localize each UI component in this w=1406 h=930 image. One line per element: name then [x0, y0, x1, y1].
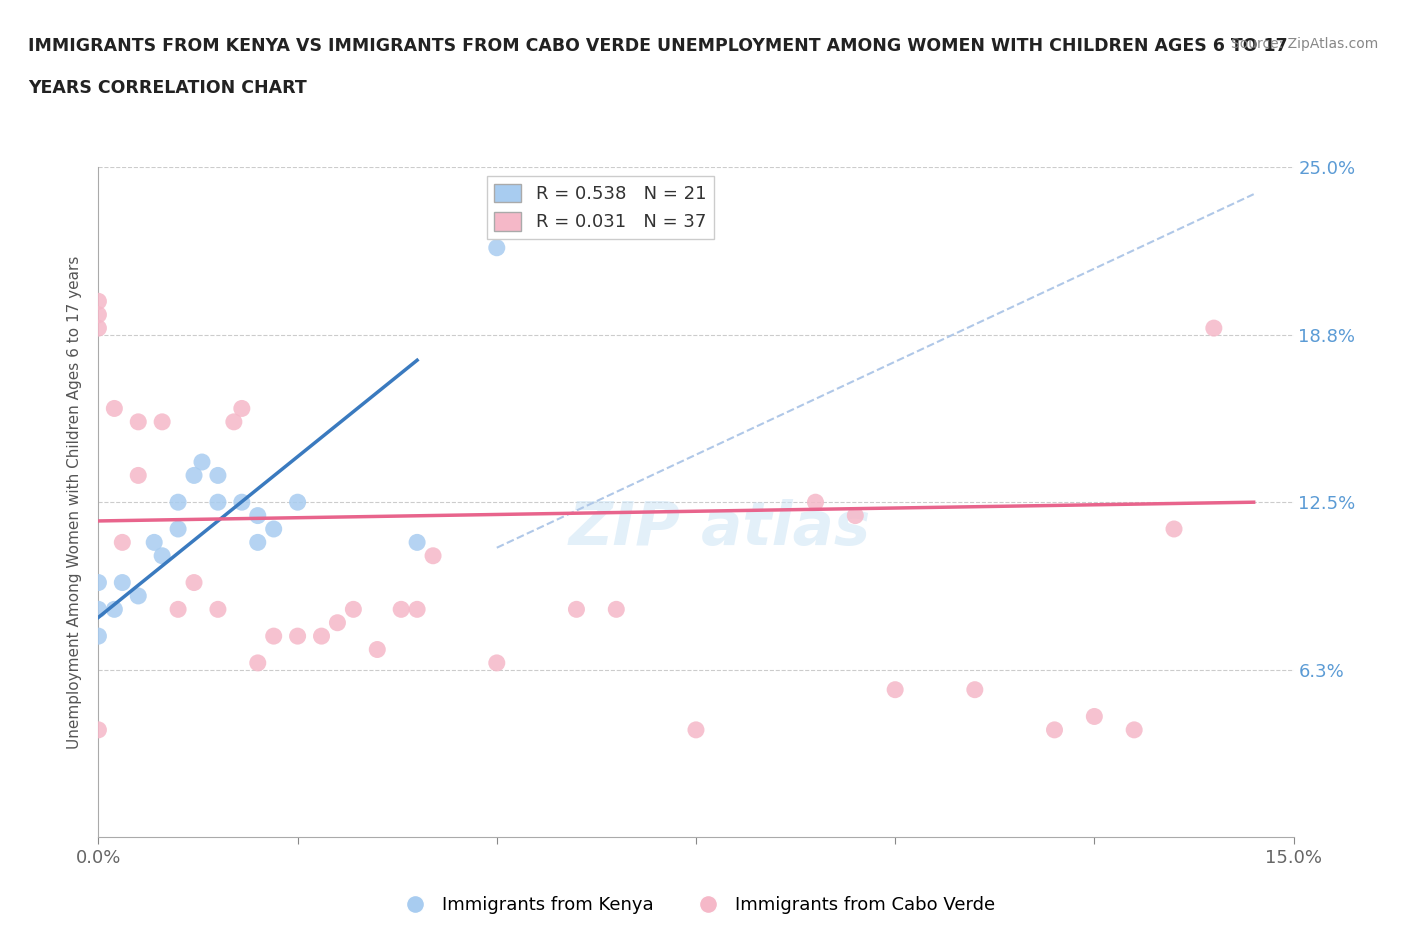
Point — [1202, 321, 1225, 336]
Point — [87, 723, 110, 737]
Point — [87, 629, 110, 644]
Point — [844, 508, 866, 523]
Point — [287, 495, 309, 510]
Point — [150, 415, 173, 430]
Point — [804, 495, 827, 510]
Point — [246, 656, 269, 671]
Point — [287, 629, 309, 644]
Point — [87, 321, 110, 336]
Point — [143, 535, 166, 550]
Point — [1123, 723, 1146, 737]
Point — [246, 508, 269, 523]
Point — [150, 549, 173, 564]
Y-axis label: Unemployment Among Women with Children Ages 6 to 17 years: Unemployment Among Women with Children A… — [67, 256, 83, 749]
Point — [167, 602, 190, 617]
Point — [167, 495, 190, 510]
Point — [366, 642, 388, 657]
Point — [342, 602, 364, 617]
Point — [87, 602, 110, 617]
Point — [231, 495, 253, 510]
Point — [127, 468, 149, 483]
Point — [87, 307, 110, 322]
Point — [565, 602, 588, 617]
Point — [884, 683, 907, 698]
Point — [1043, 723, 1066, 737]
Point — [87, 294, 110, 309]
Point — [406, 535, 429, 550]
Point — [183, 575, 205, 590]
Point — [103, 401, 125, 416]
Text: ZIP atlas: ZIP atlas — [569, 499, 870, 559]
Point — [246, 535, 269, 550]
Point — [1083, 709, 1105, 724]
Point — [191, 455, 214, 470]
Point — [111, 535, 134, 550]
Point — [111, 575, 134, 590]
Point — [127, 415, 149, 430]
Point — [263, 629, 285, 644]
Point — [685, 723, 707, 737]
Point — [167, 522, 190, 537]
Point — [207, 468, 229, 483]
Text: Source: ZipAtlas.com: Source: ZipAtlas.com — [1230, 37, 1378, 51]
Point — [485, 240, 508, 255]
Point — [406, 602, 429, 617]
Point — [222, 415, 245, 430]
Text: YEARS CORRELATION CHART: YEARS CORRELATION CHART — [28, 79, 307, 97]
Point — [963, 683, 986, 698]
Point — [87, 575, 110, 590]
Point — [183, 468, 205, 483]
Point — [485, 656, 508, 671]
Point — [103, 602, 125, 617]
Point — [1163, 522, 1185, 537]
Point — [311, 629, 333, 644]
Point — [422, 549, 444, 564]
Text: IMMIGRANTS FROM KENYA VS IMMIGRANTS FROM CABO VERDE UNEMPLOYMENT AMONG WOMEN WIT: IMMIGRANTS FROM KENYA VS IMMIGRANTS FROM… — [28, 37, 1288, 55]
Point — [326, 616, 349, 631]
Point — [389, 602, 412, 617]
Point — [207, 495, 229, 510]
Point — [605, 602, 627, 617]
Point — [263, 522, 285, 537]
Legend: Immigrants from Kenya, Immigrants from Cabo Verde: Immigrants from Kenya, Immigrants from C… — [389, 889, 1002, 922]
Point — [127, 589, 149, 604]
Point — [231, 401, 253, 416]
Point — [207, 602, 229, 617]
